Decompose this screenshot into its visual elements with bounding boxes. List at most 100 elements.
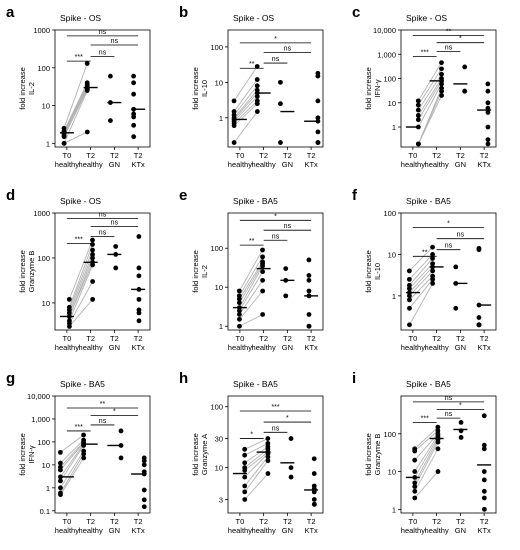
data-point bbox=[141, 504, 147, 510]
x-category-label: T2 KTx bbox=[131, 334, 145, 352]
paired-line bbox=[417, 78, 442, 116]
data-point bbox=[481, 477, 487, 483]
data-point bbox=[481, 469, 487, 474]
x-category-label: T0 healthy bbox=[401, 151, 425, 169]
y-tick-label: 10 bbox=[388, 99, 396, 108]
x-category-label-line: healthy bbox=[55, 343, 79, 352]
data-point bbox=[141, 458, 147, 464]
y-axis-label-line: fold increase bbox=[191, 433, 200, 476]
x-category-label: T2 healthy bbox=[79, 517, 103, 535]
y-axis-label-line: fold increase bbox=[191, 67, 200, 110]
data-point bbox=[306, 288, 312, 294]
y-axis-label: fold increaseIL-2 bbox=[191, 250, 209, 293]
x-category-label: T0 healthy bbox=[55, 517, 79, 535]
data-point bbox=[136, 234, 142, 239]
data-point bbox=[306, 273, 312, 278]
y-tick-label: 10 bbox=[215, 283, 223, 292]
paired-line bbox=[60, 439, 84, 464]
y-tick-label: 100 bbox=[383, 75, 396, 84]
panel-title: Spike - BA5 bbox=[60, 379, 105, 389]
data-point bbox=[485, 105, 491, 111]
paired-line bbox=[409, 254, 433, 280]
data-point bbox=[141, 462, 147, 468]
data-point bbox=[435, 469, 441, 474]
y-tick-label: 1 bbox=[392, 123, 396, 132]
data-point bbox=[485, 81, 491, 87]
x-category-label-line: healthy bbox=[425, 160, 449, 169]
y-tick-label: 10 bbox=[42, 299, 50, 308]
data-point bbox=[131, 73, 136, 79]
y-axis-label-line: IFN-γ bbox=[373, 79, 382, 98]
y-axis-label-line: Granzyme B bbox=[373, 434, 382, 476]
x-category-label: T0 healthy bbox=[55, 334, 79, 352]
panel-title: Spike - BA5 bbox=[233, 196, 278, 206]
x-category-label-line: T2 bbox=[259, 151, 268, 160]
y-axis-label: fold increaseIL-2 bbox=[18, 67, 36, 110]
paired-line bbox=[417, 80, 442, 120]
x-category-label-line: GN bbox=[455, 526, 466, 535]
paired-line bbox=[244, 473, 269, 500]
data-point bbox=[242, 474, 248, 480]
data-point bbox=[462, 88, 468, 94]
data-point bbox=[288, 436, 294, 441]
paired-line bbox=[233, 85, 258, 116]
data-point bbox=[260, 288, 266, 294]
panel-d: d Spike - OS 10 100 1000 fold increaseGranzym… bbox=[6, 187, 151, 352]
y-tick-label: 100 bbox=[37, 438, 50, 447]
paired-line bbox=[68, 264, 94, 321]
y-tick-label: 10 bbox=[215, 464, 223, 473]
data-point bbox=[242, 468, 248, 473]
data-point bbox=[254, 64, 260, 69]
x-category-label-line: GN bbox=[455, 343, 466, 352]
panel-letter: c bbox=[352, 4, 360, 21]
x-category-label-line: T2 bbox=[110, 334, 119, 343]
data-point bbox=[430, 268, 436, 274]
paired-line bbox=[414, 441, 439, 487]
x-category-label-line: KTx bbox=[131, 343, 145, 352]
data-point bbox=[260, 254, 265, 260]
data-point bbox=[81, 455, 87, 461]
y-tick-label: 100 bbox=[210, 43, 223, 52]
plot-frame bbox=[227, 395, 324, 514]
data-point bbox=[406, 268, 412, 274]
x-category-label-line: healthy bbox=[252, 526, 276, 535]
data-point bbox=[315, 73, 321, 79]
significance-label: * bbox=[250, 432, 253, 439]
data-point bbox=[435, 446, 441, 452]
y-tick-label: 10 bbox=[42, 102, 50, 111]
y-axis-label-line: IFN-γ bbox=[27, 445, 36, 464]
y-axis-label: fold increaseIFN-γ bbox=[364, 67, 382, 110]
data-point bbox=[131, 91, 137, 97]
paired-line bbox=[63, 131, 88, 144]
x-category-label-line: healthy bbox=[401, 343, 425, 352]
panel-c: c Spike - OS 1 10 100 1,000 10,000 fold increas… bbox=[352, 4, 497, 169]
data-point bbox=[90, 247, 95, 253]
data-point bbox=[485, 100, 491, 106]
y-tick-label: 0.1 bbox=[40, 507, 50, 516]
paired-line bbox=[238, 261, 263, 300]
data-point bbox=[265, 458, 271, 464]
paired-line bbox=[63, 89, 88, 137]
x-category-label: T0 healthy bbox=[401, 517, 425, 535]
data-point bbox=[242, 460, 248, 466]
data-point bbox=[435, 424, 441, 430]
data-point bbox=[90, 252, 95, 257]
significance-label: * bbox=[113, 409, 116, 416]
x-category-label-line: T0 bbox=[62, 517, 71, 526]
panel-title: Spike - OS bbox=[60, 196, 101, 206]
data-point bbox=[254, 83, 260, 89]
paired-line bbox=[414, 471, 439, 499]
data-point bbox=[66, 296, 72, 302]
x-category-label: T2 healthy bbox=[79, 151, 103, 169]
data-point bbox=[278, 79, 283, 85]
y-tick-label: 10,000 bbox=[27, 392, 50, 401]
paired-line bbox=[244, 438, 269, 450]
data-point bbox=[236, 288, 242, 294]
x-category-label-line: GN bbox=[455, 160, 466, 169]
y-tick-label: 100 bbox=[383, 209, 396, 218]
paired-line bbox=[69, 299, 93, 327]
panel-letter: d bbox=[6, 187, 15, 204]
x-category-label-line: KTx bbox=[131, 160, 145, 169]
significance-label: * bbox=[286, 415, 289, 422]
paired-line bbox=[417, 62, 442, 102]
